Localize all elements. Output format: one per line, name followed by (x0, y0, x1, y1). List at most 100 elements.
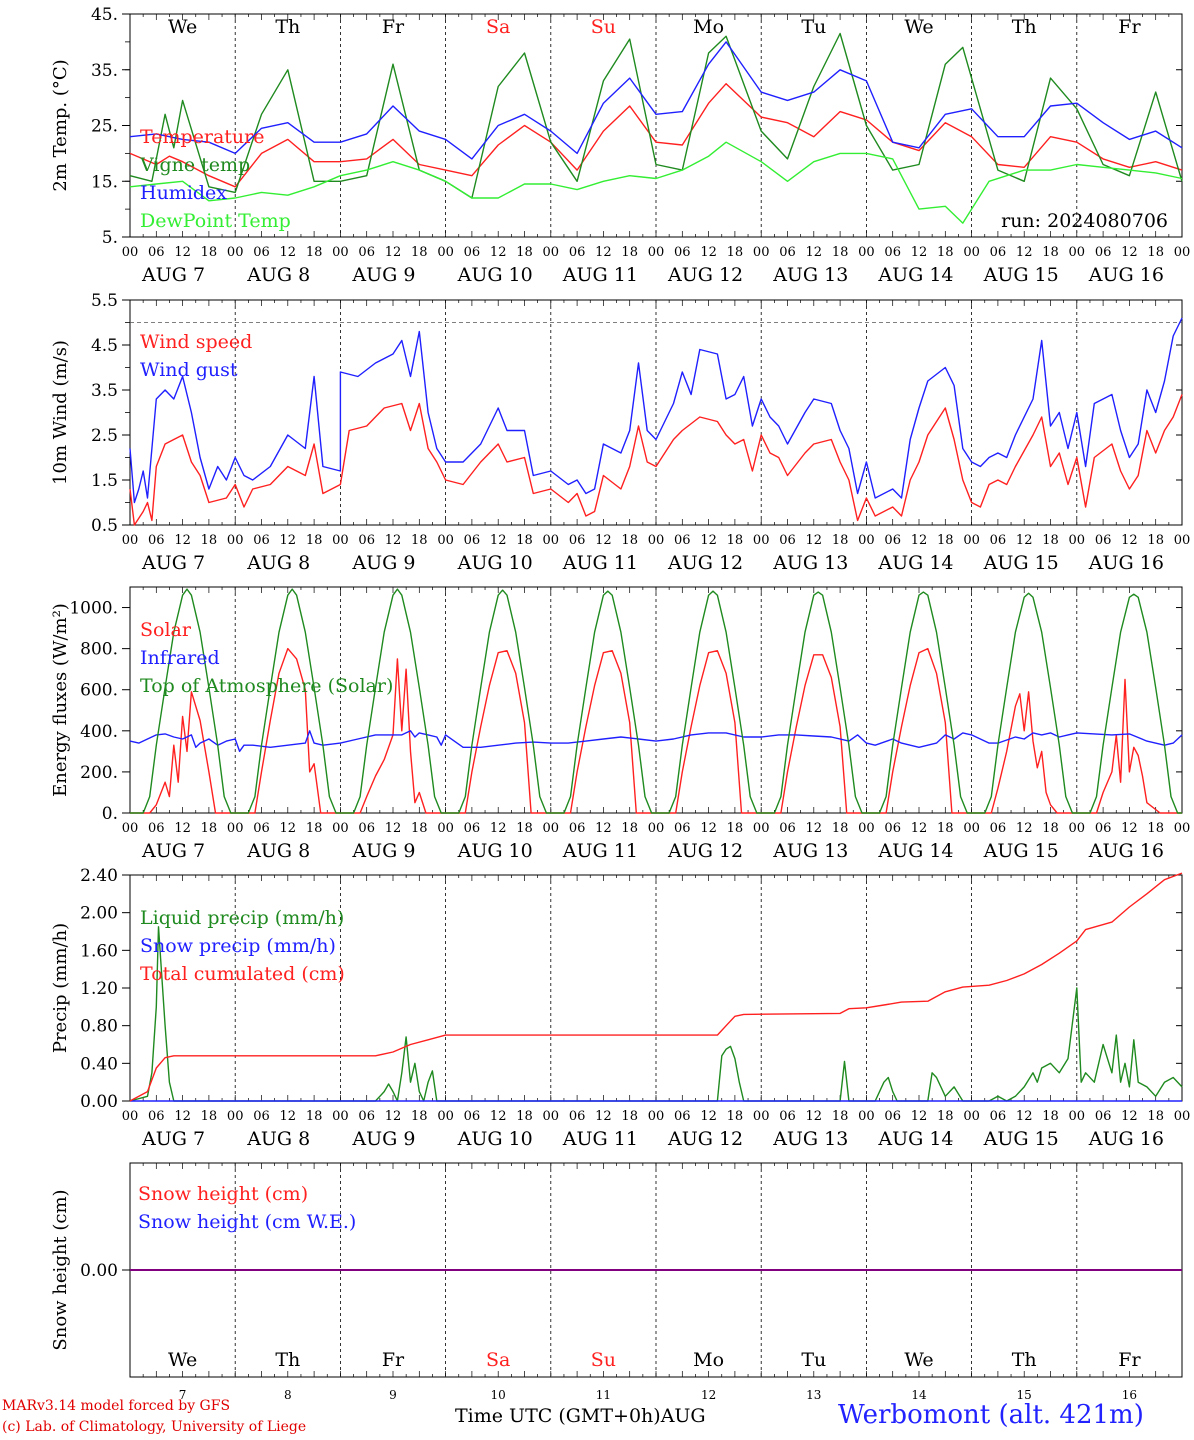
x-tick-label: 18 (937, 533, 954, 548)
x-tick-label: 12 (490, 245, 507, 260)
day-label: AUG 7 (141, 1128, 205, 1150)
weekday-label: We (168, 1349, 197, 1371)
x-tick-label: 12 (385, 533, 402, 548)
x-tick-label: 06 (1095, 245, 1112, 260)
day-label: AUG 11 (562, 840, 638, 862)
x-tick-label: 00 (1174, 533, 1191, 548)
y-axis-label: Energy fluxes (W/m²) (50, 603, 71, 797)
weekday-label: Sa (486, 16, 510, 38)
day-label: AUG 9 (351, 552, 415, 574)
x-tick-label: 00 (332, 821, 349, 836)
x-tick-label: 06 (1095, 821, 1112, 836)
y-tick-label: 4.5 (91, 336, 118, 356)
day-label: AUG 11 (562, 264, 638, 286)
x-tick-label: 18 (1042, 533, 1059, 548)
weekday-label: Su (591, 1349, 616, 1371)
x-tick-label: 12 (490, 1109, 507, 1124)
x-tick-label: 12 (806, 821, 823, 836)
day-number-label: 12 (701, 1388, 716, 1402)
day-label: AUG 14 (877, 552, 953, 574)
x-tick-label: 06 (464, 533, 481, 548)
weekday-label: Fr (382, 16, 405, 38)
panel-precip: 0.00 0.40 0.80 1.20 1.60 2.00 2.40 Precip (mm/h… (50, 866, 1190, 1150)
x-tick-label: 00 (227, 821, 244, 836)
x-tick-label: 18 (832, 821, 849, 836)
day-label: AUG 7 (141, 264, 205, 286)
x-tick-label: 06 (569, 533, 586, 548)
panel-wind: 0.5 1.5 2.5 3.5 4.5 5.5 10m Wind (m/s) Wind spe… (50, 291, 1190, 574)
x-tick-label: 00 (1069, 821, 1086, 836)
y-tick-label: 1.60 (80, 941, 118, 961)
x-tick-label: 18 (516, 245, 533, 260)
y-tick-label: 0.00 (80, 1092, 118, 1112)
legend-entry: Wind speed (140, 331, 252, 353)
y-tick-label: 0.00 (80, 1261, 118, 1281)
x-tick-label: 00 (227, 1109, 244, 1124)
x-tick-label: 06 (990, 1109, 1007, 1124)
x-tick-label: 06 (674, 1109, 691, 1124)
y-tick-label: 2.00 (80, 904, 118, 924)
x-tick-label: 12 (595, 821, 612, 836)
x-tick-label: 18 (727, 245, 744, 260)
y-tick-label: 0.5 (91, 516, 118, 536)
y-tick-label: 45. (91, 5, 118, 25)
x-tick-label: 00 (1069, 533, 1086, 548)
day-label: AUG 12 (667, 1128, 743, 1150)
day-label: AUG 12 (667, 264, 743, 286)
x-tick-label: 12 (911, 1109, 928, 1124)
x-tick-label: 18 (201, 245, 218, 260)
x-tick-label: 12 (911, 821, 928, 836)
lab-credit: (c) Lab. of Climatology, University of L… (2, 1419, 307, 1435)
x-tick-label: 12 (1016, 533, 1033, 548)
x-tick-label: 18 (516, 821, 533, 836)
panel-frame (129, 13, 1183, 238)
x-tick-label: 06 (674, 533, 691, 548)
x-tick-label: 12 (806, 533, 823, 548)
x-tick-label: 18 (516, 1109, 533, 1124)
x-tick-label: 00 (963, 245, 980, 260)
legend-entry: Solar (140, 619, 192, 641)
legend-entry: Snow height (cm) (138, 1183, 308, 1205)
x-tick-label: 00 (648, 821, 665, 836)
y-tick-label: 1.20 (80, 979, 118, 999)
y-tick-label: 35. (91, 61, 118, 81)
weekday-label: Tu (801, 1349, 826, 1371)
y-tick-label: 2.40 (80, 866, 118, 886)
day-label: AUG 13 (772, 552, 848, 574)
x-tick-label: 12 (1121, 821, 1138, 836)
x-tick-label: 06 (569, 821, 586, 836)
model-credit: MARv3.14 model forced by GFS (2, 1398, 231, 1414)
x-tick-label: 00 (437, 245, 454, 260)
y-tick-label: 800. (80, 640, 118, 660)
day-label: AUG 11 (562, 1128, 638, 1150)
day-label: AUG 15 (983, 264, 1059, 286)
x-tick-label: 00 (332, 533, 349, 548)
day-label: AUG 8 (246, 552, 310, 574)
x-tick-label: 06 (779, 821, 796, 836)
day-label: AUG 16 (1088, 264, 1164, 286)
x-tick-label: 00 (858, 1109, 875, 1124)
x-tick-label: 18 (306, 533, 323, 548)
weekday-label: Th (275, 1349, 300, 1371)
weekday-label: Th (1012, 1349, 1037, 1371)
x-tick-label: 06 (253, 1109, 270, 1124)
x-tick-label: 12 (595, 533, 612, 548)
x-tick-label: 18 (621, 821, 638, 836)
legend-entry: Humidex (140, 182, 227, 204)
x-tick-label: 18 (1042, 1109, 1059, 1124)
x-tick-label: 06 (464, 245, 481, 260)
legend-entry: Total cumulated (cm) (140, 963, 345, 985)
x-tick-label: 06 (884, 821, 901, 836)
x-tick-label: 00 (1069, 245, 1086, 260)
x-tick-label: 12 (280, 1109, 297, 1124)
x-tick-label: 06 (884, 533, 901, 548)
panel-frame (129, 299, 1183, 526)
x-tick-label: 18 (832, 245, 849, 260)
x-tick-label: 18 (937, 821, 954, 836)
weekday-label: Tu (801, 16, 826, 38)
x-tick-label: 18 (411, 533, 428, 548)
series-line-humidex (129, 41, 1183, 160)
x-tick-label: 00 (753, 821, 770, 836)
x-tick-label: 06 (148, 245, 165, 260)
